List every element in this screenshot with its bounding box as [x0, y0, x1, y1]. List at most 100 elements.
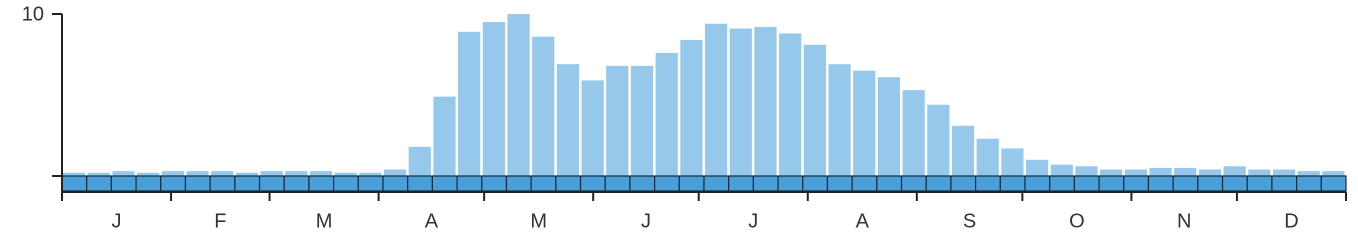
- bar: [1149, 167, 1172, 176]
- month-label: M: [316, 210, 333, 232]
- bar: [285, 171, 308, 176]
- week-cell: [135, 175, 162, 192]
- week-cell: [308, 175, 335, 192]
- week-cell: [604, 175, 631, 192]
- bar: [161, 171, 184, 176]
- bar: [705, 23, 728, 176]
- bar: [137, 172, 160, 176]
- week-cell: [110, 175, 137, 192]
- week-cell: [629, 175, 656, 192]
- week-cell: [999, 175, 1026, 192]
- bar: [112, 171, 135, 176]
- week-cell: [728, 175, 754, 192]
- week-cell: [209, 175, 236, 192]
- bar: [309, 171, 333, 176]
- month-label: S: [963, 210, 976, 232]
- bar: [359, 172, 382, 176]
- bar: [581, 80, 604, 176]
- week-cell: [678, 175, 705, 192]
- bar: [186, 171, 209, 176]
- bar: [482, 22, 505, 176]
- bar: [680, 39, 703, 176]
- month-label: M: [530, 210, 547, 232]
- week-cell: [1024, 175, 1051, 192]
- bar: [87, 172, 110, 176]
- week-cell: [777, 175, 804, 192]
- bar: [1223, 166, 1246, 176]
- bar: [877, 77, 901, 176]
- bar: [976, 138, 999, 176]
- bar: [433, 96, 456, 176]
- week-cell: [579, 175, 606, 192]
- bar: [927, 104, 950, 176]
- week-cell: [1172, 175, 1199, 192]
- week-cell: [925, 175, 952, 192]
- bar: [1174, 167, 1197, 176]
- bar: [1026, 159, 1049, 176]
- month-label: A: [425, 210, 439, 232]
- week-cell: [975, 175, 1001, 192]
- bar: [235, 172, 259, 176]
- bar: [951, 125, 975, 176]
- bar: [408, 146, 431, 176]
- bar: [334, 172, 357, 176]
- bar: [1297, 171, 1320, 176]
- bar: [1001, 148, 1024, 176]
- week-cell: [826, 175, 853, 192]
- month-label: J: [112, 210, 122, 232]
- week-cell: [530, 175, 557, 192]
- week-cell: [1271, 175, 1298, 192]
- week-cell: [851, 175, 878, 192]
- week-cell: [258, 175, 285, 192]
- month-label: D: [1284, 210, 1298, 232]
- bar: [211, 171, 234, 176]
- bar: [828, 64, 851, 176]
- bar: [1075, 166, 1098, 176]
- bar: [655, 52, 678, 176]
- week-cell: [505, 175, 532, 192]
- week-cell: [1221, 175, 1248, 192]
- month-label: O: [1069, 210, 1085, 232]
- week-cell: [481, 175, 508, 192]
- bar: [1248, 169, 1271, 176]
- month-label: A: [856, 210, 870, 232]
- month-label: J: [641, 210, 651, 232]
- week-cell: [333, 175, 359, 192]
- bar: [630, 65, 654, 176]
- bar: [507, 14, 530, 176]
- bar: [458, 31, 481, 176]
- week-cell: [802, 175, 829, 192]
- week-cell: [234, 175, 261, 192]
- month-label: J: [748, 210, 758, 232]
- bar: [902, 90, 925, 176]
- week-cell: [950, 175, 977, 192]
- bar: [556, 64, 580, 176]
- bar: [1198, 169, 1222, 176]
- bar: [260, 171, 283, 176]
- week-cell: [86, 175, 112, 192]
- week-cell: [1098, 175, 1125, 192]
- bar: [803, 44, 826, 176]
- week-cell: [555, 175, 582, 192]
- week-cell: [61, 175, 88, 192]
- week-cell: [184, 175, 211, 192]
- week-cell: [1073, 175, 1100, 192]
- bar: [1050, 164, 1073, 176]
- bar: [1272, 169, 1296, 176]
- bar: [754, 26, 777, 177]
- bar: [1100, 169, 1123, 176]
- week-cell: [1147, 175, 1174, 192]
- week-cell: [160, 175, 187, 192]
- week-cell: [357, 175, 384, 192]
- bar: [63, 172, 86, 176]
- month-label: F: [214, 210, 226, 232]
- week-cell: [1320, 175, 1347, 192]
- week-cell: [654, 175, 680, 192]
- week-cell: [752, 175, 779, 192]
- week-cell: [1197, 175, 1224, 192]
- bar: [606, 65, 629, 176]
- week-cell: [456, 175, 483, 192]
- week-cell: [703, 175, 730, 192]
